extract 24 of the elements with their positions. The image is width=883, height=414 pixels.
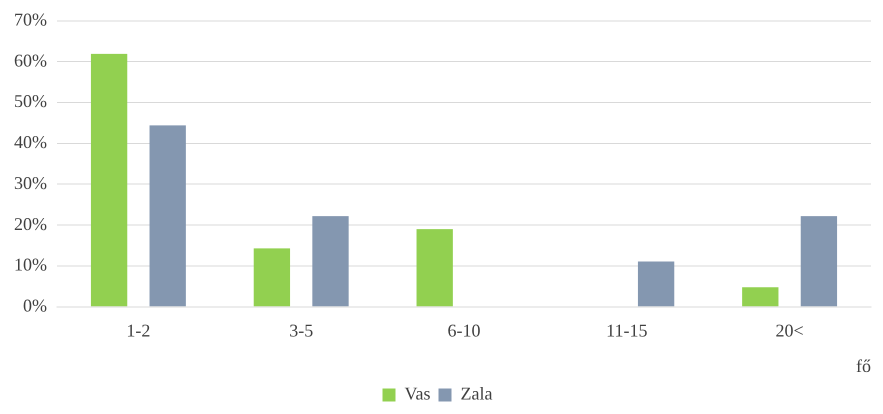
- y-tick-label: 70%: [14, 10, 47, 30]
- y-tick-label: 0%: [22, 296, 47, 316]
- y-tick-label: 50%: [14, 91, 47, 112]
- x-tick-label: 1-2: [126, 320, 150, 340]
- y-tick-label: 10%: [14, 254, 47, 275]
- x-tick-label: 3-5: [289, 320, 314, 340]
- bar: [416, 229, 453, 306]
- bar: [90, 54, 128, 306]
- bar: [150, 125, 186, 306]
- bar: [800, 216, 838, 306]
- bar: [254, 248, 290, 306]
- y-tick-label: 30%: [14, 172, 47, 193]
- y-tick-label: 60%: [14, 50, 47, 70]
- x-tick-label: 6-10: [447, 320, 480, 340]
- bar: [638, 261, 674, 306]
- x-tick-label: 20<: [776, 320, 804, 340]
- legend-label: Zala: [460, 384, 492, 404]
- legend-label: Vas: [404, 384, 431, 404]
- x-axis-title: fő: [856, 356, 871, 376]
- x-tick-label: 11-15: [606, 320, 648, 340]
- y-tick-label: 40%: [14, 132, 47, 152]
- y-tick-label: 20%: [14, 214, 47, 234]
- bar: [742, 287, 778, 306]
- bar: [312, 216, 349, 306]
